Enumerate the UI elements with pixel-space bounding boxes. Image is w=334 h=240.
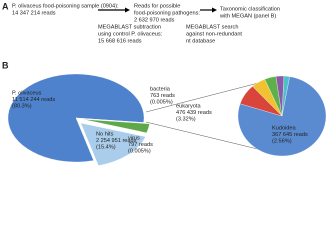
arrow-head: [125, 7, 130, 13]
slice-label: (3.32%): [176, 116, 196, 122]
arrow-text: using control P. olivaceus:: [98, 31, 163, 37]
slice-label: P. olivaceus: [12, 90, 42, 96]
step-text: food-poisoning pathogens:: [134, 10, 200, 16]
step-text: with MEGAN (panel B): [219, 13, 276, 19]
step-text: 14 347 214 reads: [12, 10, 56, 16]
slice-label: (0.005%): [150, 99, 173, 105]
slice-label: eukaryota: [176, 103, 201, 109]
arrow-text: against non-redundant: [186, 31, 242, 37]
slice-label: (2.56%): [272, 138, 292, 144]
slice-label: No hits: [96, 131, 114, 137]
figure: A P. olivaceus food-poisoning sample (09…: [2, 1, 327, 166]
slice-label: 367 645 reads: [272, 132, 308, 138]
arrow-head: [212, 7, 217, 13]
step-text: 2 632 970 reads: [134, 17, 175, 23]
pie-slice: [75, 117, 144, 123]
slice-label: virus: [128, 135, 140, 141]
step-text: P. olivaceus food-poisoning sample (0904…: [12, 3, 119, 9]
slice-label: (80.3%): [12, 103, 32, 109]
pie-slice: [75, 117, 141, 132]
pie-slice: [281, 75, 290, 117]
panel-label: B: [2, 60, 9, 70]
panel-label: A: [2, 1, 9, 11]
step-text: Taxonomic classification: [220, 6, 280, 12]
connector: [145, 121, 271, 153]
step-text: Reads for possible: [134, 3, 180, 9]
slice-label: 763 reads: [150, 93, 175, 99]
slice-label: 11 514 244 reads: [12, 97, 55, 103]
arrow-text: 15 668 616 reads: [98, 38, 142, 44]
pie-slice: [80, 122, 146, 166]
connector: [145, 79, 271, 113]
arrow-text: nt database: [186, 38, 215, 44]
slice-label: 476 439 reads: [176, 110, 212, 116]
slice-label: (0.005%): [128, 148, 151, 154]
slice-label: Kudoidea: [272, 125, 297, 131]
arrow-text: MEGABLAST search: [186, 24, 238, 30]
slice-label: bacteria: [150, 86, 171, 92]
pie-slice: [237, 76, 327, 157]
slice-label: 2 254 951 reads: [96, 138, 137, 144]
slice-label: (15.4%): [96, 144, 116, 150]
slice-label: 797 reads: [128, 142, 153, 148]
arrow-text: MEGABLAST subtraction: [98, 24, 161, 30]
